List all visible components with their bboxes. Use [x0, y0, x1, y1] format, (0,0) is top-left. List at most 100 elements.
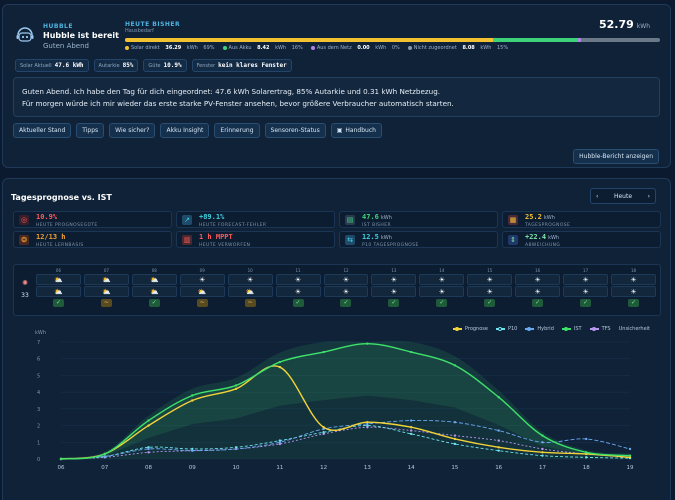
kpi-label: HEUTE FORECAST-FEHLER	[199, 223, 267, 228]
kpi-unit: kWh	[380, 235, 392, 241]
data-point-ist	[453, 364, 457, 367]
legend-label: Aus dem Netz	[316, 45, 352, 51]
data-point-tfs	[497, 439, 500, 442]
total-consumption: 52.79 kWh	[599, 18, 650, 31]
sensor-status-button[interactable]: Sensoren-Status	[264, 123, 326, 138]
chip-label: Fenster	[196, 62, 216, 69]
legend-item-hybrid[interactable]: Hybrid	[525, 326, 554, 332]
legend-item-tfs[interactable]: TFS	[589, 326, 611, 332]
legend-item-p10[interactable]: P10	[495, 326, 517, 332]
legend-item-ist[interactable]: IST	[561, 326, 582, 332]
weather-cell: ☀	[467, 274, 513, 285]
weather-cell: ☀	[515, 274, 561, 285]
strip-side-label: 33	[21, 292, 29, 299]
y-tick-label: 4	[37, 390, 40, 396]
kpi-value-text: 25.2	[525, 213, 542, 221]
legend-item-prognose[interactable]: Prognose	[452, 326, 488, 332]
range-icon: ⇆	[345, 235, 355, 245]
x-tick-label: 08	[145, 465, 152, 471]
partly-cloudy-icon: ⛅	[149, 276, 159, 284]
weather-cell: ☀	[179, 274, 225, 285]
data-point-prognose	[234, 387, 238, 390]
legend-value: 8.08	[462, 45, 475, 51]
total-unit: kWh	[636, 23, 650, 30]
chip-value: 47.6 kWh	[54, 62, 84, 69]
hour-column: 08 ⛅ ⛅ ✓	[131, 268, 177, 307]
data-point-p10	[322, 431, 325, 434]
y-tick-label: 1	[37, 440, 40, 446]
y-tick-label: 5	[37, 373, 40, 379]
kpi-tile: ▦ 25.2 kWh TAGESPROGNOSE	[502, 211, 661, 228]
data-point-ist	[409, 350, 413, 354]
kpi-value: +89.1%	[199, 213, 334, 223]
hubble-bot-icon	[16, 27, 34, 42]
show-report-button[interactable]: Hubble-Bericht anzeigen	[573, 149, 659, 164]
confidence-button[interactable]: Wie sicher?	[109, 123, 156, 138]
hour-label: 08	[151, 268, 157, 273]
x-tick-label: 17	[539, 465, 546, 471]
x-tick-label: 14	[408, 465, 415, 471]
data-point-hybrid	[191, 449, 194, 452]
data-point-hybrid	[497, 429, 500, 432]
bar-segment-battery	[492, 38, 579, 42]
weather-cell: ☀	[371, 286, 417, 297]
legend-item-uncertainty[interactable]: Unsicherheit	[619, 326, 650, 332]
legend-swatch	[525, 327, 535, 331]
target-icon: ◎	[19, 215, 29, 225]
legend-pct: 16%	[291, 45, 303, 51]
today-sub-label: Hausbedarf	[125, 28, 154, 34]
legend-label: Aus Akku	[228, 45, 252, 51]
y-tick-label: 2	[37, 424, 40, 430]
data-point-tfs	[409, 429, 413, 432]
weather-cell: ☀	[419, 286, 465, 297]
weather-cell: ☀	[563, 274, 609, 285]
sun-icon: ☀	[390, 276, 398, 284]
weather-cell: ☀	[275, 274, 321, 285]
legend-text: Hybrid	[537, 326, 554, 332]
manual-button[interactable]: ▣ Handbuch	[330, 123, 382, 138]
sun-icon: ☀	[342, 276, 350, 284]
section-title: Tagesprognose vs. IST	[11, 193, 112, 202]
check-icon: ✓	[148, 299, 160, 307]
legend-unit: kWh	[480, 45, 492, 51]
data-point-hybrid	[409, 419, 413, 422]
chip-quality: Güte 10.9%	[143, 59, 187, 72]
data-point-tfs	[541, 447, 544, 451]
current-status-button[interactable]: Aktueller Stand	[13, 123, 72, 138]
energy-legend: Solar direkt 36.29 kWh 69% Aus Akku 8.42…	[125, 45, 508, 51]
x-tick-label: 12	[320, 465, 327, 471]
message-line-1: Guten Abend. Ich habe den Tag für dich e…	[22, 87, 441, 96]
legend-unit: kWh	[275, 45, 287, 51]
hour-label: 14	[439, 268, 445, 273]
tips-button[interactable]: Tipps	[76, 123, 105, 138]
series-line-hybrid	[60, 420, 631, 460]
legend-dot-solar	[125, 46, 129, 50]
prev-day-button[interactable]: ‹	[596, 192, 599, 200]
data-point-prognose	[322, 426, 325, 429]
next-day-button[interactable]: ›	[647, 192, 650, 200]
partly-cloudy-icon: ⛅	[149, 288, 159, 296]
legend-marker	[497, 327, 502, 331]
assistant-name: HUBBLE	[43, 23, 73, 30]
hour-column: 09 ☀ ⛅ ~	[179, 268, 225, 307]
sun-icon: ☀	[294, 288, 302, 296]
kpi-value: 12.5 kWh	[362, 233, 497, 243]
legend-pct: 69%	[203, 45, 215, 51]
approx-icon: ~	[244, 299, 256, 307]
kpi-value: 25.2 kWh	[525, 213, 660, 223]
legend-unit: kWh	[375, 45, 387, 51]
weather-cell: ⛅	[83, 274, 129, 285]
x-tick-label: 16	[495, 465, 502, 471]
data-point-ist	[191, 394, 194, 397]
x-tick-label: 07	[101, 465, 108, 471]
legend-text: TFS	[601, 326, 611, 332]
reminder-button[interactable]: Erinnerung	[214, 123, 260, 138]
battery-insight-button[interactable]: Akku Insight	[160, 123, 210, 138]
sun-icon: ☀	[342, 288, 350, 296]
kpi-label: HEUTE LERNBASIS	[36, 243, 84, 248]
legend-pct: 15%	[496, 45, 509, 51]
check-icon: ✓	[436, 299, 448, 307]
data-point-ist	[147, 419, 150, 422]
kpi-value-text: 10.9%	[36, 213, 58, 221]
partly-cloudy-icon: ⛅	[54, 276, 63, 284]
